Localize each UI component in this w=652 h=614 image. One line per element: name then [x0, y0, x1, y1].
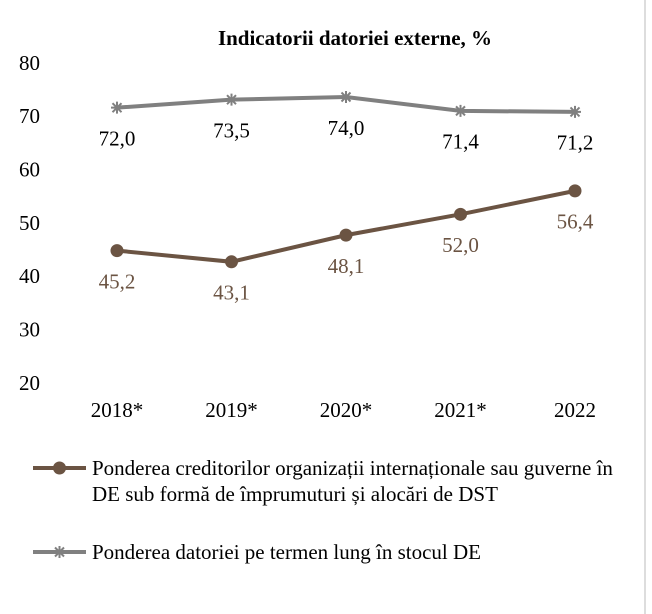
- legend-label: Ponderea datoriei pe termen lung în stoc…: [92, 540, 481, 564]
- data-label: 73,5: [213, 118, 250, 142]
- legend-label: Ponderea creditorilor organizații intern…: [92, 456, 613, 506]
- chart-title: Indicatorii datoriei externe, %: [218, 26, 492, 50]
- data-point: [569, 105, 581, 118]
- y-tick-label: 80: [19, 51, 40, 75]
- y-tick-label: 30: [19, 317, 40, 341]
- data-point: [568, 184, 582, 198]
- data-point: [225, 255, 238, 269]
- x-tick-label: 2018*: [91, 398, 144, 422]
- y-tick-label: 50: [19, 211, 40, 235]
- data-label: 52,0: [442, 233, 479, 257]
- y-tick-label: 40: [19, 264, 40, 288]
- data-label: 43,1: [213, 281, 250, 305]
- data-point: [454, 207, 467, 221]
- y-tick-label: 20: [19, 371, 40, 395]
- x-tick-label: 2020*: [320, 398, 373, 422]
- x-tick-label: 2021*: [434, 398, 487, 422]
- data-point: [454, 104, 467, 117]
- legend-marker: [53, 546, 66, 558]
- data-label: 71,4: [442, 130, 479, 154]
- data-label: 48,1: [328, 254, 365, 278]
- x-tick-label: 2019*: [205, 398, 258, 422]
- data-label: 45,2: [99, 269, 136, 293]
- data-point: [339, 228, 353, 242]
- y-tick-label: 60: [19, 157, 40, 181]
- data-label: 74,0: [328, 116, 365, 140]
- legend-marker: [53, 461, 66, 475]
- data-point: [111, 101, 123, 114]
- data-point: [110, 244, 124, 258]
- data-label: 56,4: [557, 210, 594, 234]
- x-tick-label: 2022: [554, 398, 596, 422]
- data-label: 71,2: [557, 131, 594, 155]
- data-point: [225, 93, 238, 106]
- data-label: 72,0: [99, 126, 136, 150]
- y-tick-label: 70: [19, 104, 40, 128]
- series-line: [116, 188, 576, 264]
- data-point: [340, 91, 352, 103]
